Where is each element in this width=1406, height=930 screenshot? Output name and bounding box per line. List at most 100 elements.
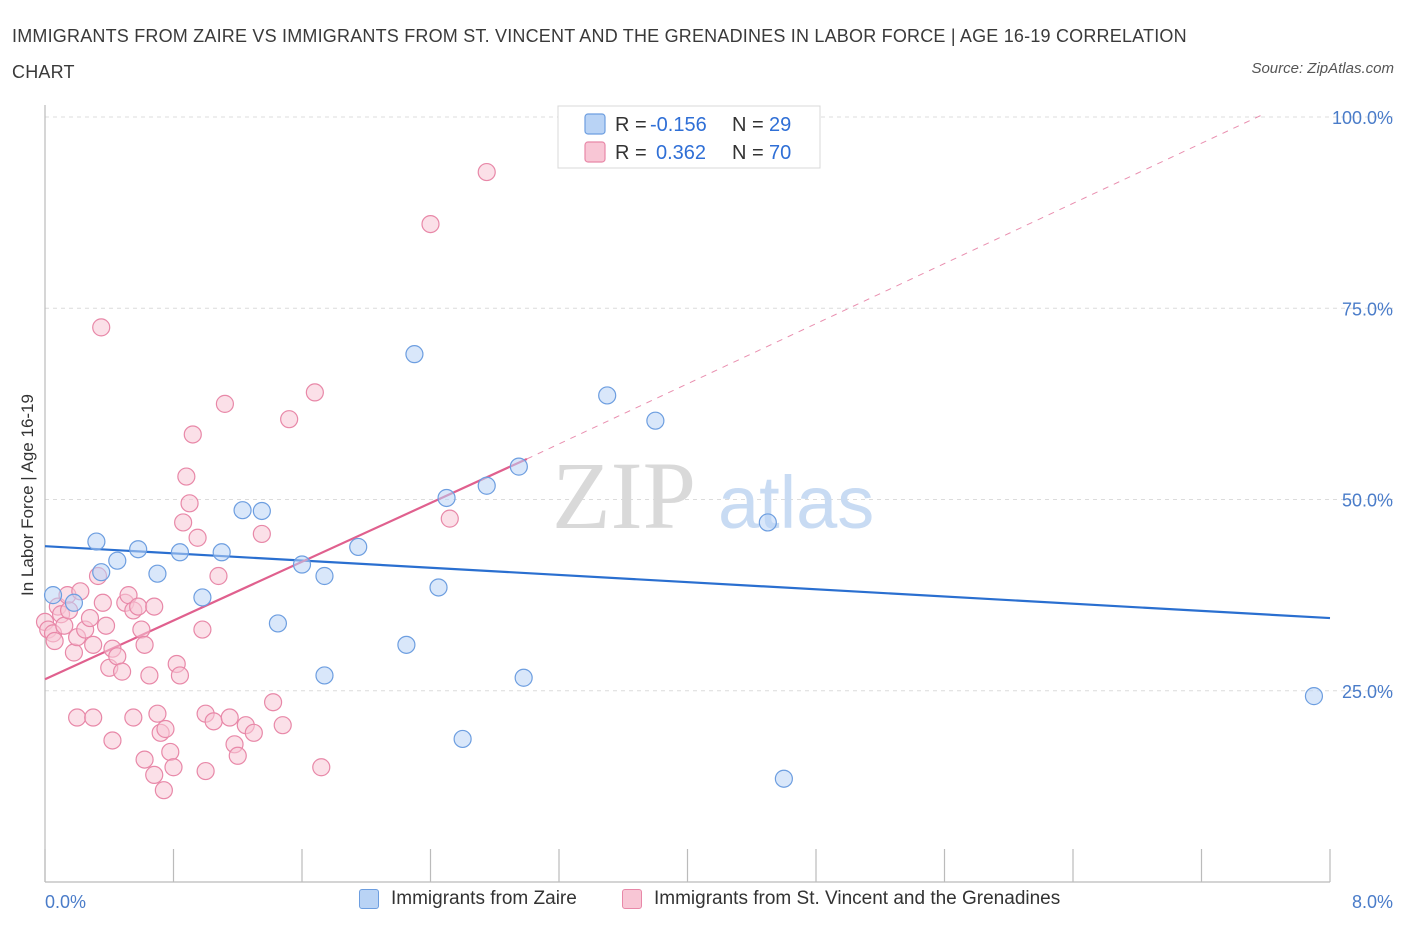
data-point-zaire	[1304, 687, 1324, 706]
data-point-svg	[132, 620, 151, 639]
data-point-svg	[124, 708, 143, 727]
x-tick-label-min: 0.0%	[45, 892, 86, 912]
data-point-zaire	[477, 476, 496, 495]
trend-line-zaire	[44, 545, 1331, 620]
data-point-svg	[145, 765, 164, 785]
data-point-svg	[154, 781, 173, 800]
data-point-svg	[96, 616, 116, 635]
data-point-zaire	[64, 593, 84, 612]
data-point-svg	[244, 723, 263, 742]
bottom-legend-swatch-zaire	[359, 889, 379, 909]
data-point-svg	[140, 666, 159, 685]
trend-lines	[44, 112, 1331, 681]
data-point-zaire	[509, 457, 528, 476]
data-point-svg	[280, 410, 299, 429]
legend-r-value-zaire: -0.156	[650, 114, 707, 136]
data-point-svg	[164, 758, 183, 777]
data-point-zaire	[43, 586, 63, 605]
legend-n-label-svg: N =	[732, 142, 764, 164]
data-point-svg	[170, 666, 190, 685]
data-point-svg	[204, 712, 223, 731]
legend-r-value-svg: 0.362	[656, 142, 706, 164]
data-point-svg	[92, 318, 111, 337]
data-point-svg	[156, 719, 175, 739]
chart-source: Source: ZipAtlas.com	[1251, 60, 1394, 77]
y-tick-label: 100.0%	[1332, 108, 1393, 128]
data-point-svg	[84, 708, 103, 727]
data-point-zaire	[252, 501, 271, 521]
data-point-zaire	[598, 386, 617, 405]
data-point-svg	[183, 425, 202, 444]
legend-swatch-svg	[584, 141, 606, 163]
legend-n-value-zaire: 29	[769, 114, 791, 136]
y-tick-label: 75.0%	[1342, 299, 1393, 319]
data-point-zaire	[87, 532, 106, 551]
data-point-svg	[103, 731, 122, 750]
data-point-zaire	[646, 411, 665, 430]
data-point-svg	[68, 708, 87, 727]
trend-line-svg-extension	[526, 112, 1266, 460]
data-points	[35, 162, 1324, 800]
data-point-svg	[440, 509, 459, 528]
data-point-svg	[196, 761, 215, 781]
data-point-svg	[45, 631, 64, 651]
y-tick-labels: 100.0% 75.0% 50.0% 25.0%	[1332, 108, 1393, 702]
y-tick-label: 25.0%	[1342, 682, 1393, 702]
bottom-legend-label-svg: Immigrants from St. Vincent and the Gren…	[654, 888, 1061, 909]
data-point-zaire	[429, 578, 448, 597]
data-point-zaire	[212, 543, 231, 562]
data-point-svg	[135, 635, 154, 654]
data-point-zaire	[397, 635, 416, 654]
data-point-svg	[177, 467, 196, 486]
legend-swatch-zaire	[584, 113, 606, 135]
bottom-legend-label-zaire: Immigrants from Zaire	[391, 888, 577, 909]
watermark-zip: ZIP	[552, 442, 696, 549]
data-point-svg	[145, 597, 164, 616]
data-point-zaire	[405, 345, 424, 364]
data-point-zaire	[129, 540, 148, 559]
data-point-svg	[112, 662, 132, 681]
legend-r-label-zaire: R =	[615, 114, 647, 136]
data-point-svg	[305, 383, 324, 402]
legend-n-label-zaire: N =	[732, 114, 764, 136]
data-point-svg	[180, 494, 199, 513]
data-point-zaire	[453, 729, 472, 749]
data-point-svg	[228, 746, 247, 765]
data-point-zaire	[315, 566, 334, 586]
data-point-svg	[161, 742, 180, 762]
data-point-svg	[421, 215, 440, 234]
chart-title: IMMIGRANTS FROM ZAIRE VS IMMIGRANTS FROM…	[12, 26, 1187, 82]
bottom-legend-swatch-svg	[622, 889, 642, 909]
data-point-svg	[148, 704, 167, 723]
data-point-zaire	[315, 666, 334, 685]
data-point-svg	[84, 635, 103, 654]
bottom-legend-item-svg: Immigrants from St. Vincent and the Gren…	[622, 888, 1060, 910]
data-point-svg	[93, 593, 112, 612]
data-point-svg	[252, 524, 271, 544]
data-point-svg	[273, 716, 292, 735]
data-point-svg	[193, 620, 212, 639]
bottom-legend: Immigrants from Zaire Immigrants from St…	[0, 888, 1406, 918]
data-point-svg	[263, 693, 283, 712]
data-point-zaire	[349, 537, 368, 557]
legend-r-label-svg: R =	[615, 142, 647, 164]
watermark-atlas: atlas	[718, 461, 874, 544]
legend-n-value-svg: 70	[769, 142, 791, 164]
x-tick-label-max: 8.0%	[1352, 892, 1393, 912]
data-point-svg	[64, 643, 84, 662]
data-point-zaire	[437, 488, 456, 508]
data-point-zaire	[193, 588, 212, 607]
data-point-svg	[477, 162, 496, 182]
data-point-zaire	[292, 555, 312, 574]
data-point-svg	[312, 758, 331, 777]
data-point-svg	[174, 513, 193, 532]
data-point-svg	[129, 597, 148, 616]
bottom-legend-item-zaire: Immigrants from Zaire	[359, 888, 577, 910]
data-point-zaire	[92, 563, 111, 582]
legend-box: R = -0.156 N = 29 R = 0.362 N = 70	[557, 105, 821, 169]
data-point-zaire	[514, 668, 533, 687]
data-point-zaire	[774, 769, 793, 788]
data-point-svg	[135, 750, 154, 769]
y-axis-label: In Labor Force | Age 16-19	[18, 394, 37, 596]
